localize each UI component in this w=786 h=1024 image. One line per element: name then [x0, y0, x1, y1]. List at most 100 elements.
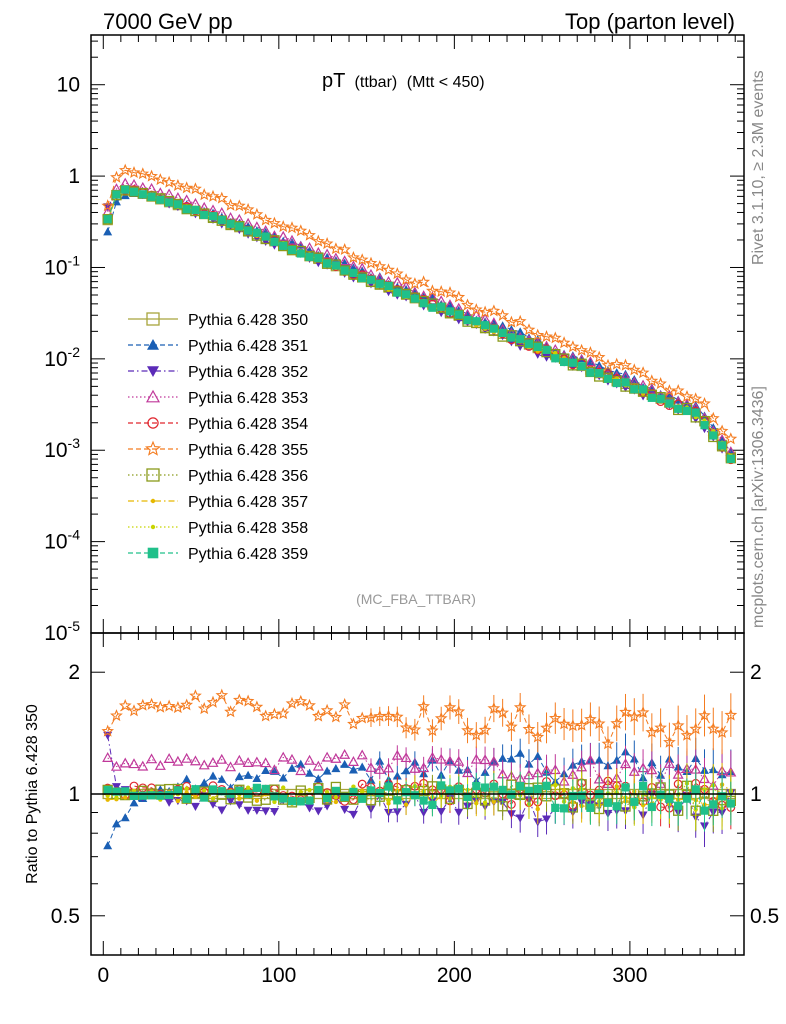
- marker-filled-square: [586, 803, 595, 812]
- marker-triangle-up: [348, 765, 358, 774]
- marker-filled-square: [279, 241, 288, 250]
- marker-filled-square: [419, 299, 428, 308]
- main-title-sub: (ttbar): [355, 74, 398, 91]
- marker-open-star: [347, 251, 360, 264]
- marker-open-star: [311, 234, 325, 247]
- marker-filled-square: [516, 335, 525, 344]
- marker-triangle-down: [164, 798, 174, 807]
- marker-dot: [210, 796, 216, 801]
- marker-open-star: [531, 730, 545, 743]
- marker-triangle-up: [594, 755, 604, 764]
- marker-open-star: [548, 331, 562, 344]
- y-tick-label: 10-1: [44, 252, 80, 279]
- marker-triangle-up: [182, 774, 192, 783]
- legend-item: Pythia 6.428 356: [128, 468, 308, 485]
- marker-open-triangle: [163, 188, 175, 199]
- marker-filled-square: [358, 794, 367, 803]
- marker-dot: [324, 789, 330, 795]
- legend-label: Pythia 6.428 359: [188, 546, 308, 563]
- y-tick-label: 10-5: [44, 618, 80, 645]
- legend-item: Pythia 6.428 351: [128, 338, 308, 355]
- ratio-ylabel: Ratio to Pythia 6.428 350: [24, 704, 41, 884]
- marker-open-star: [250, 700, 264, 713]
- marker-filled-square: [129, 791, 139, 800]
- legend-item: Pythia 6.428 353: [128, 389, 308, 407]
- marker-triangle-up: [287, 763, 297, 772]
- marker-open-star: [118, 699, 132, 712]
- marker-filled-square: [129, 187, 139, 196]
- marker-open-star: [671, 383, 685, 397]
- marker-open-star: [162, 175, 176, 188]
- marker-triangle-down: [234, 801, 244, 810]
- marker-open-star: [592, 350, 606, 363]
- marker-open-star: [426, 284, 439, 297]
- analysis-tag: (MC_FBA_TTBAR): [356, 591, 476, 607]
- marker-open-star: [417, 275, 431, 288]
- marker-filled-square: [700, 421, 709, 430]
- marker-filled-square: [375, 279, 384, 288]
- marker-open-star: [232, 199, 246, 212]
- marker-filled-square: [437, 302, 446, 311]
- marker-filled-square: [533, 784, 542, 794]
- marker-open-triangle: [163, 753, 175, 763]
- legend-label: Pythia 6.428 354: [188, 416, 308, 433]
- marker-open-star: [399, 721, 413, 734]
- marker-filled-square: [401, 290, 411, 299]
- marker-filled-square: [516, 782, 525, 791]
- marker-open-star: [715, 726, 729, 739]
- marker-filled-square: [384, 782, 393, 791]
- marker-open-triangle: [304, 754, 316, 765]
- marker-open-star: [645, 374, 659, 387]
- marker-triangle-up: [208, 771, 218, 780]
- marker-open-star: [197, 188, 211, 201]
- marker-open-star: [469, 728, 483, 741]
- marker-filled-square: [717, 441, 727, 450]
- marker-open-star: [601, 737, 615, 750]
- ratio-tick-labels: 0.5 0.5 1 1 2 2: [51, 661, 779, 928]
- marker-filled-square: [296, 797, 305, 806]
- marker-open-triangle: [295, 765, 307, 776]
- marker-open-star: [575, 343, 588, 356]
- marker-filled-square: [498, 328, 507, 338]
- marker-open-triangle: [242, 757, 254, 768]
- marker-filled-square: [647, 802, 656, 812]
- marker-open-star: [566, 340, 580, 353]
- marker-triangle-down: [252, 806, 262, 815]
- marker-triangle-up: [199, 778, 209, 787]
- marker-open-star: [285, 696, 299, 710]
- marker-open-star: [496, 308, 510, 321]
- marker-triangle-up: [313, 774, 323, 783]
- marker-open-star: [584, 712, 597, 725]
- y-tick-label: 10-4: [44, 527, 80, 554]
- marker-triangle-up: [243, 770, 253, 779]
- legend-label: Pythia 6.428 358: [188, 520, 308, 537]
- marker-filled-square: [612, 802, 621, 811]
- main-title-main: pT: [322, 70, 345, 92]
- marker-filled-square: [463, 315, 472, 325]
- marker-triangle-down: [313, 807, 323, 816]
- mcplots-label: mcplots.cern.ch [arXiv:1306.3436]: [750, 386, 767, 628]
- marker-filled-square: [147, 547, 159, 559]
- marker-filled-square: [621, 783, 630, 792]
- y-tick-label-base: 10: [44, 531, 67, 554]
- header-left: 7000 GeV pp: [103, 9, 233, 34]
- marker-filled-square: [445, 786, 455, 795]
- marker-triangle-down: [226, 797, 236, 806]
- ratio-y-tick-label-right: 0.5: [750, 905, 779, 928]
- marker-triangle-up: [515, 748, 525, 757]
- marker-filled-square: [437, 781, 446, 790]
- marker-open-triangle: [128, 758, 140, 769]
- marker-open-star: [189, 182, 202, 195]
- marker-triangle-down: [454, 808, 464, 817]
- marker-open-star: [364, 256, 378, 269]
- marker-open-star: [189, 689, 202, 702]
- marker-open-star: [390, 267, 404, 280]
- marker-dot: [482, 800, 488, 805]
- marker-open-star: [513, 314, 527, 327]
- marker-open-star: [540, 721, 553, 734]
- marker-open-star: [224, 198, 237, 211]
- ratio-y-tick-label-left: 2: [68, 661, 80, 684]
- marker-open-star: [663, 735, 676, 748]
- marker-triangle-up: [612, 755, 622, 764]
